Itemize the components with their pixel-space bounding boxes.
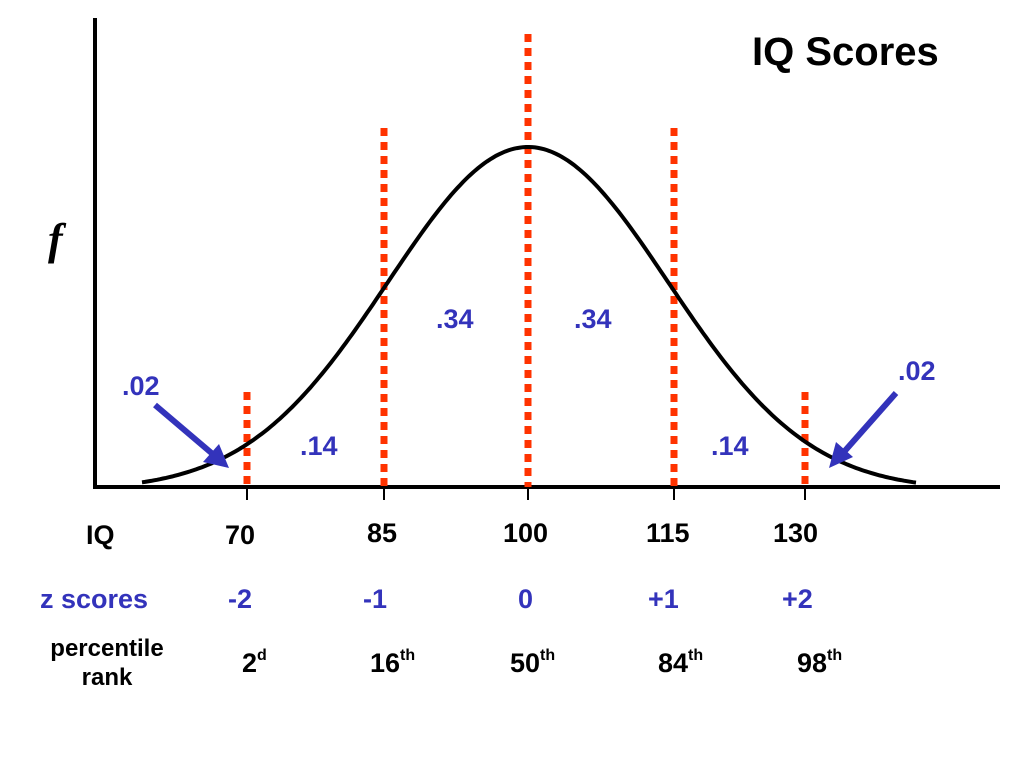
x-axis-ticks [246, 487, 806, 500]
percentile-suffix: d [257, 647, 267, 664]
percentile-number: 84 [658, 648, 689, 678]
area-right-tail: .02 [898, 356, 936, 386]
percentile-suffix: th [827, 647, 843, 664]
area-left-tail: .02 [122, 371, 160, 401]
z-value: 0 [518, 584, 534, 614]
percentile-label-line2: rank [81, 664, 133, 691]
area-right-mid: .14 [711, 431, 749, 461]
z-value: +2 [782, 584, 813, 614]
percentile-value: 2d [242, 647, 267, 678]
percentile-number: 16 [370, 648, 401, 678]
percentile-value: 50th [510, 647, 556, 678]
left-tail-arrowhead [203, 444, 229, 468]
z-value: +1 [648, 584, 679, 614]
percentile-number: 98 [797, 648, 828, 678]
right-tail-arrowhead [829, 442, 853, 468]
area-left-mid: .14 [300, 431, 338, 461]
z-value: -1 [363, 584, 388, 614]
percentile-row-label: percentile rank [32, 634, 182, 692]
chart-title: IQ Scores [752, 30, 939, 74]
area-right-center: .34 [574, 304, 612, 334]
iq-value: 70 [225, 520, 256, 550]
iq-value: 85 [367, 518, 398, 548]
left-tail-arrow [153, 402, 217, 459]
percentile-value: 98th [797, 647, 843, 678]
percentile-suffix: th [540, 647, 556, 664]
iq-value: 130 [773, 518, 819, 548]
tail-arrows [153, 391, 899, 468]
iq-row-label: IQ [86, 520, 115, 550]
z-value: -2 [228, 584, 253, 614]
iq-value: 100 [503, 518, 549, 548]
percentile-suffix: th [688, 647, 704, 664]
area-left-center: .34 [436, 304, 474, 334]
y-axis-symbol: f [48, 215, 63, 264]
percentile-value: 84th [658, 647, 704, 678]
z-row-label: z scores [40, 584, 149, 614]
percentile-value: 16th [370, 647, 416, 678]
percentile-number: 2 [242, 648, 258, 678]
right-tail-arrow [840, 391, 899, 455]
percentile-label-line1: percentile [50, 635, 164, 662]
dotted-sd-lines [243, 34, 809, 487]
percentile-suffix: th [400, 647, 416, 664]
percentile-number: 50 [510, 648, 541, 678]
iq-value: 115 [646, 518, 690, 548]
bell-curve [141, 145, 917, 485]
